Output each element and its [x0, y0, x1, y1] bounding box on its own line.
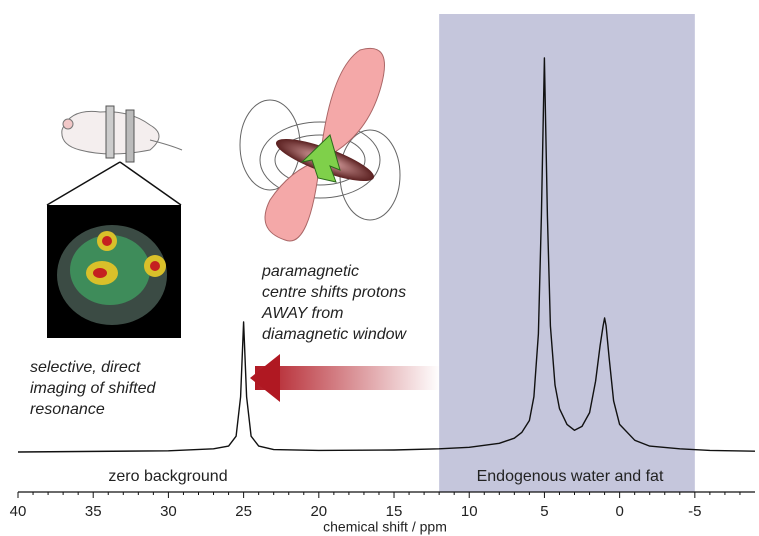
- mouse-illustration: [62, 106, 182, 162]
- annotation: imaging of shifted: [30, 380, 157, 397]
- shift-arrow-head: [250, 354, 280, 402]
- shift-arrow-body: [255, 366, 440, 390]
- annotation: Endogenous water and fat: [477, 468, 664, 485]
- x-tick-label: -5: [688, 503, 701, 520]
- shaded-region: [439, 14, 695, 492]
- x-axis-title: chemical shift / ppm: [323, 519, 447, 535]
- x-tick-label: 20: [310, 503, 327, 520]
- annotation: zero background: [108, 468, 227, 485]
- annotation: selective, direct: [30, 359, 141, 376]
- annotation: diamagnetic window: [262, 326, 408, 343]
- x-tick-label: 10: [461, 503, 478, 520]
- x-tick-label: 25: [235, 503, 252, 520]
- zoom-lines: [47, 162, 181, 205]
- x-tick-label: 40: [10, 503, 27, 520]
- x-tick-label: 0: [615, 503, 623, 520]
- annotation: AWAY from: [261, 305, 344, 322]
- x-tick-label: 15: [386, 503, 403, 520]
- mri-image: [47, 205, 181, 338]
- annotation: centre shifts protons: [262, 284, 406, 301]
- x-tick-label: 30: [160, 503, 177, 520]
- annotation: resonance: [30, 401, 105, 418]
- figure: 40 35 30 25 20 15 10 5 0 -5 chemical shift / ppm ze…: [0, 0, 759, 536]
- paramagnetic-illustration: [240, 48, 400, 241]
- x-tick-label: 35: [85, 503, 102, 520]
- x-tick-label: 5: [540, 503, 548, 520]
- annotation: paramagnetic: [261, 263, 359, 280]
